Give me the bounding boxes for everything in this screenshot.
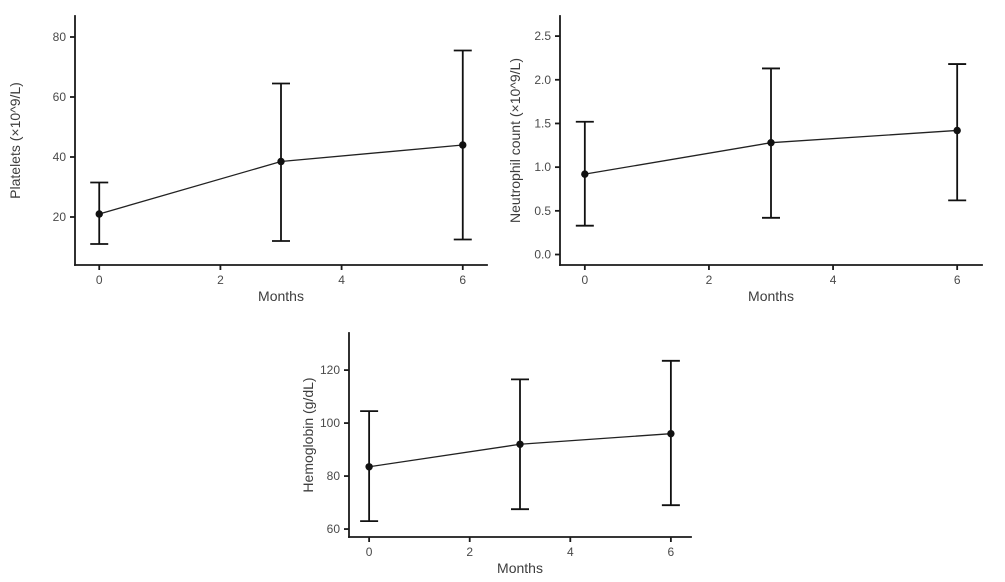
x-tick-label: 4 <box>567 545 574 559</box>
data-point <box>516 440 524 448</box>
y-tick-label: 2.0 <box>534 73 551 87</box>
y-tick-label: 80 <box>327 469 341 483</box>
y-tick-label: 20 <box>53 210 67 224</box>
neutrophils-plot: 0.0 0.5 1.0 1.5 2.0 2.5 0 2 4 6 Months Neutrophil c… <box>507 15 983 304</box>
data-point <box>767 138 775 147</box>
y-tick-label: 0.0 <box>534 248 551 262</box>
x-tick-label: 0 <box>581 273 588 287</box>
x-tick-label: 6 <box>668 545 675 559</box>
data-point <box>95 210 103 218</box>
y-axis-label: Hemoglobin (g/dL) <box>300 377 316 492</box>
chart-hemoglobin: 60 80 100 120 0 2 4 6 Months Hemoglobin (g/dL) <box>298 312 722 578</box>
x-tick-label: 0 <box>96 273 103 287</box>
y-axis-label: Platelets (×10^9/L) <box>7 82 23 199</box>
y-tick-label: 120 <box>320 363 340 377</box>
y-tick-label: 100 <box>320 416 340 430</box>
x-tick-label: 2 <box>466 545 473 559</box>
data-point <box>667 429 675 438</box>
chart-platelets: 20 40 60 80 0 2 4 6 Months Platelets (×10^9/L) <box>5 4 497 306</box>
data-point <box>365 463 373 471</box>
x-tick-label: 2 <box>706 273 713 287</box>
x-axis-label: Months <box>497 560 543 576</box>
data-point <box>277 157 285 166</box>
x-tick-label: 0 <box>366 545 373 559</box>
x-tick-label: 6 <box>459 273 466 287</box>
y-tick-label: 2.5 <box>534 29 551 43</box>
y-tick-label: 60 <box>327 522 341 536</box>
y-tick-label: 40 <box>53 150 67 164</box>
x-tick-label: 2 <box>217 273 224 287</box>
y-tick-label: 1.5 <box>534 116 551 130</box>
data-point <box>953 126 961 135</box>
y-tick-label: 1.0 <box>534 160 551 174</box>
x-axis-label: Months <box>748 288 794 304</box>
data-point <box>581 170 589 178</box>
x-tick-label: 4 <box>338 273 345 287</box>
data-point <box>459 141 467 149</box>
y-tick-label: 80 <box>53 30 67 44</box>
y-tick-label: 0.5 <box>534 204 551 218</box>
x-axis-label: Months <box>258 288 304 304</box>
x-tick-label: 6 <box>954 273 961 287</box>
y-tick-label: 60 <box>53 90 67 104</box>
hemoglobin-plot: 60 80 100 120 0 2 4 6 Months Hemoglobin (g/dL) <box>300 332 692 576</box>
chart-neutrophils: 0.0 0.5 1.0 1.5 2.0 2.5 0 2 4 6 Months Neutrophil c… <box>505 4 1002 306</box>
y-axis-label: Neutrophil count (×10^9/L) <box>507 58 523 223</box>
x-tick-label: 4 <box>830 273 837 287</box>
platelets-plot: 20 40 60 80 0 2 4 6 Months Platelets (×10^9/L) <box>7 15 488 304</box>
